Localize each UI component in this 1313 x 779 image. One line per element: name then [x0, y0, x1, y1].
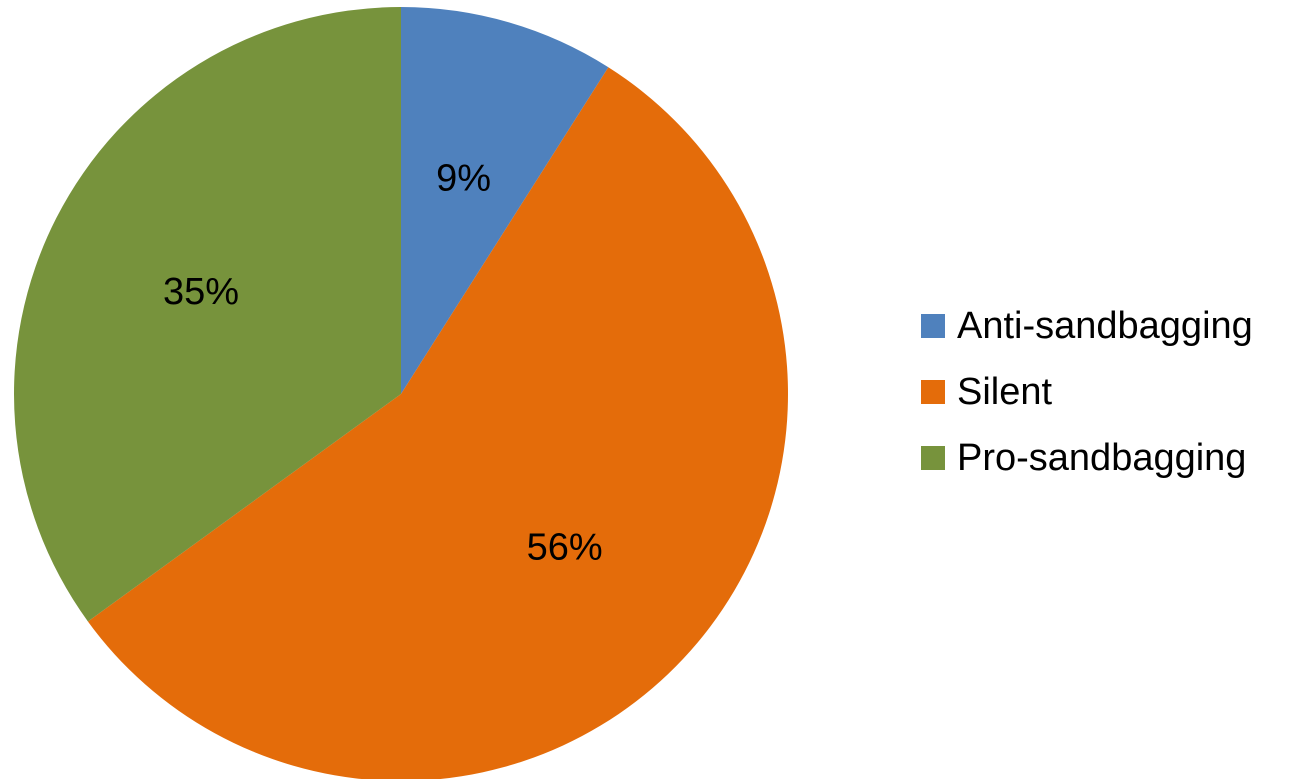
legend-label-pro-sandbagging: Pro-sandbagging: [957, 437, 1246, 479]
pie-slice-silent: [87, 67, 788, 779]
legend-swatch-silent: [921, 380, 945, 404]
legend-swatch-anti-sandbagging: [921, 314, 945, 338]
legend-label-silent: Silent: [957, 371, 1052, 413]
legend: Anti-sandbagging Silent Pro-sandbagging: [921, 305, 1253, 479]
data-label-silent: 56%: [527, 527, 603, 569]
pie-slice-pro-sandbagging: [13, 7, 401, 622]
pie-slices: [13, 7, 788, 779]
pie-data-labels: 9% 56% 35%: [163, 157, 603, 568]
data-label-anti-sandbagging: 9%: [436, 157, 491, 199]
legend-label-anti-sandbagging: Anti-sandbagging: [957, 305, 1253, 347]
legend-swatch-pro-sandbagging: [921, 446, 945, 470]
data-label-pro-sandbagging: 35%: [163, 271, 239, 313]
pie-slice-anti-sandbagging: [401, 7, 609, 394]
